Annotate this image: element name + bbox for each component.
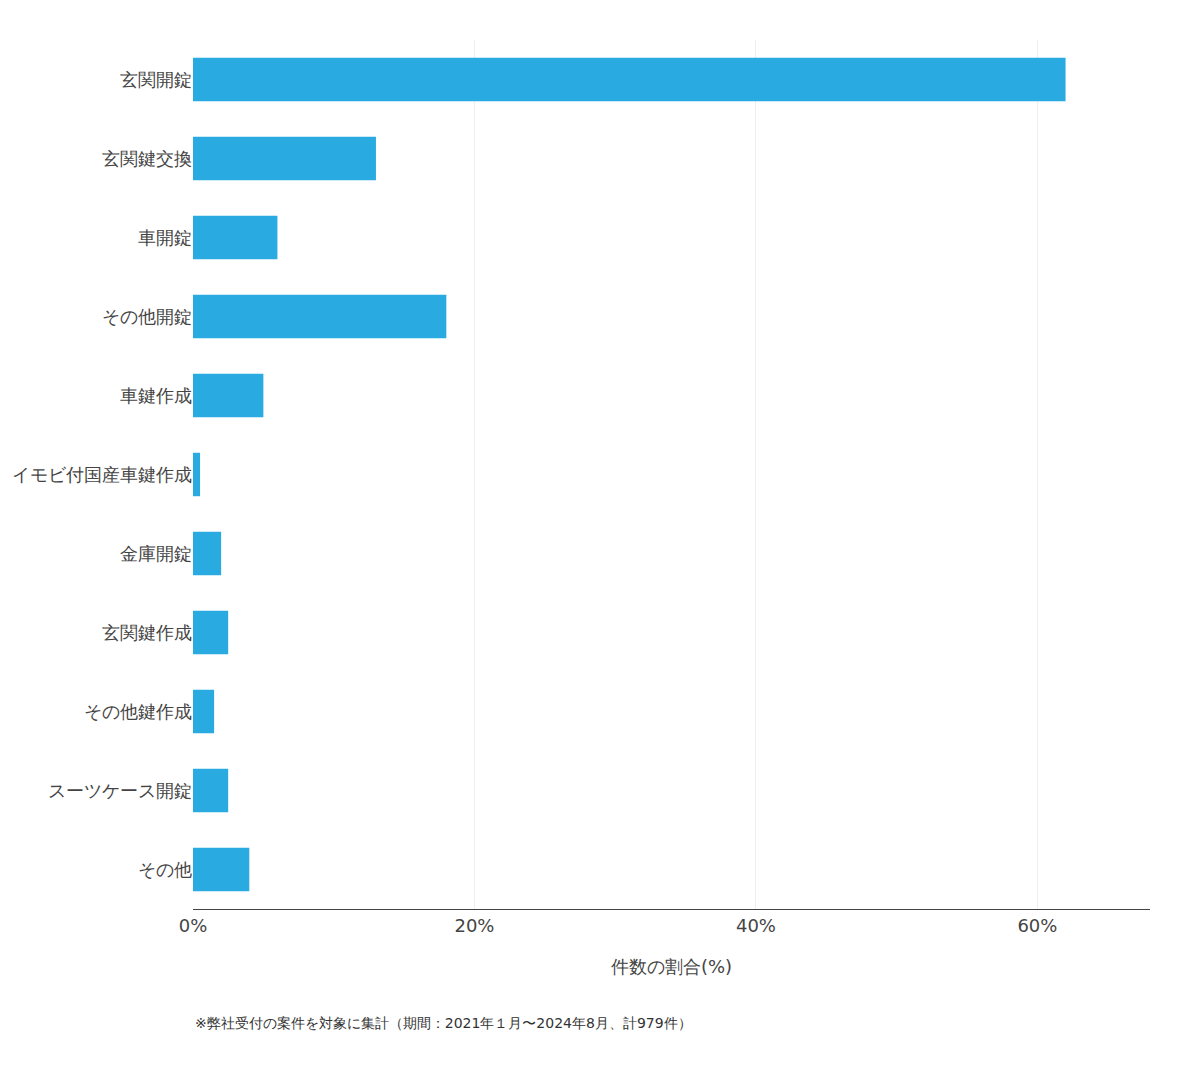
svg-text:60%: 60% <box>1017 915 1057 936</box>
svg-text:その他: その他 <box>138 859 192 880</box>
svg-text:件数の割合(%): 件数の割合(%) <box>611 956 732 977</box>
svg-text:イモビ付国産車鍵作成: イモビ付国産車鍵作成 <box>12 464 192 485</box>
svg-text:車鍵作成: 車鍵作成 <box>120 385 192 406</box>
svg-text:玄関鍵交換: 玄関鍵交換 <box>102 148 192 169</box>
svg-text:その他開錠: その他開錠 <box>102 306 192 327</box>
svg-text:スーツケース開錠: スーツケース開錠 <box>48 780 192 801</box>
svg-text:20%: 20% <box>454 915 494 936</box>
svg-text:金庫開錠: 金庫開錠 <box>120 543 192 564</box>
svg-text:0%: 0% <box>179 915 208 936</box>
svg-text:車開錠: 車開錠 <box>138 227 192 248</box>
svg-text:玄関開錠: 玄関開錠 <box>120 69 192 90</box>
svg-text:その他鍵作成: その他鍵作成 <box>84 701 192 722</box>
svg-text:玄関鍵作成: 玄関鍵作成 <box>102 622 192 643</box>
svg-text:※弊社受付の案件を対象に集計（期間：2021年１月〜2024: ※弊社受付の案件を対象に集計（期間：2021年１月〜2024年8月、計979件） <box>195 1015 692 1031</box>
svg-text:40%: 40% <box>736 915 776 936</box>
